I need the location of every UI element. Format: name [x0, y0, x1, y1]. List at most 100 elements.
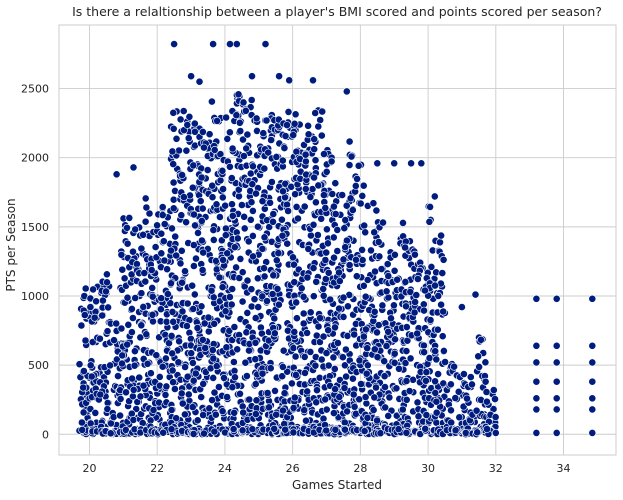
data-point	[319, 414, 328, 423]
data-point	[359, 332, 368, 341]
data-point	[303, 273, 312, 282]
data-point	[172, 134, 181, 143]
data-point	[421, 424, 430, 433]
data-point	[367, 246, 375, 255]
data-point	[315, 373, 324, 382]
data-point	[303, 387, 312, 396]
data-point	[190, 290, 199, 299]
data-point	[189, 161, 198, 170]
data-point	[239, 98, 248, 107]
data-point	[300, 352, 309, 361]
data-point	[183, 121, 192, 129]
data-point	[196, 197, 205, 205]
data-point	[431, 388, 440, 397]
data-point	[273, 284, 282, 293]
data-point	[96, 334, 104, 343]
data-point	[148, 310, 157, 319]
data-point	[102, 287, 110, 296]
data-point	[481, 358, 490, 367]
data-point	[291, 110, 300, 119]
data-point	[92, 297, 100, 306]
data-point	[210, 388, 219, 397]
data-point	[447, 418, 456, 427]
data-point	[402, 302, 410, 311]
data-point	[317, 355, 326, 364]
x-tick-label: 20	[82, 462, 96, 475]
data-point	[139, 381, 148, 390]
data-point	[373, 416, 381, 425]
data-point	[358, 245, 366, 254]
data-point	[214, 383, 223, 391]
data-point	[251, 314, 260, 322]
data-point	[323, 239, 332, 248]
data-point	[238, 426, 247, 435]
data-point	[335, 268, 343, 277]
data-point	[116, 411, 124, 420]
data-point	[279, 406, 287, 415]
data-point	[80, 311, 89, 319]
data-point	[451, 426, 460, 435]
data-point	[245, 395, 254, 404]
data-point	[168, 307, 177, 316]
data-point	[278, 231, 287, 240]
data-point	[401, 359, 410, 367]
data-point	[314, 322, 323, 331]
data-point	[246, 169, 255, 178]
data-point	[290, 260, 298, 269]
data-point	[290, 278, 299, 287]
data-point	[197, 393, 206, 401]
data-point	[215, 213, 224, 221]
data-point	[439, 255, 448, 264]
data-point	[188, 403, 197, 411]
data-point	[140, 269, 149, 277]
data-point	[401, 277, 410, 286]
data-point	[300, 406, 309, 415]
data-point	[79, 408, 88, 417]
data-point	[260, 272, 269, 281]
data-point	[431, 377, 439, 386]
data-point	[177, 211, 186, 220]
data-point	[228, 200, 236, 209]
data-point	[222, 113, 230, 122]
data-point	[392, 384, 401, 393]
data-point	[304, 130, 313, 139]
data-point	[194, 228, 202, 237]
data-point	[209, 235, 218, 244]
data-point	[348, 374, 357, 383]
data-point	[437, 231, 445, 240]
y-tick-label: 1000	[21, 290, 49, 303]
data-point	[197, 302, 206, 311]
data-point	[457, 303, 466, 311]
data-point	[198, 266, 207, 274]
data-point	[131, 294, 140, 302]
data-point	[80, 367, 88, 375]
data-point	[405, 387, 414, 395]
data-point	[120, 274, 129, 283]
data-point	[319, 291, 328, 300]
data-point	[251, 338, 260, 347]
data-point	[118, 359, 126, 368]
data-point	[221, 224, 230, 233]
data-point	[340, 418, 349, 427]
data-point	[241, 106, 250, 115]
data-point	[322, 426, 331, 435]
data-point	[433, 325, 442, 334]
data-point	[123, 223, 131, 232]
data-point	[216, 150, 225, 159]
data-point	[227, 174, 236, 182]
data-point	[167, 279, 175, 288]
data-point	[274, 300, 283, 309]
data-point	[341, 425, 349, 434]
data-point	[178, 399, 187, 408]
data-point	[588, 428, 597, 437]
data-point	[162, 382, 171, 391]
data-point	[422, 368, 431, 377]
data-point	[552, 394, 561, 403]
data-point	[290, 393, 299, 402]
data-point	[208, 396, 216, 404]
y-axis-ticks: 0 500 1000 1500 2000 2500	[21, 83, 49, 442]
data-point	[96, 390, 105, 399]
data-point	[279, 187, 287, 196]
data-point	[118, 265, 127, 274]
data-point	[209, 373, 218, 382]
